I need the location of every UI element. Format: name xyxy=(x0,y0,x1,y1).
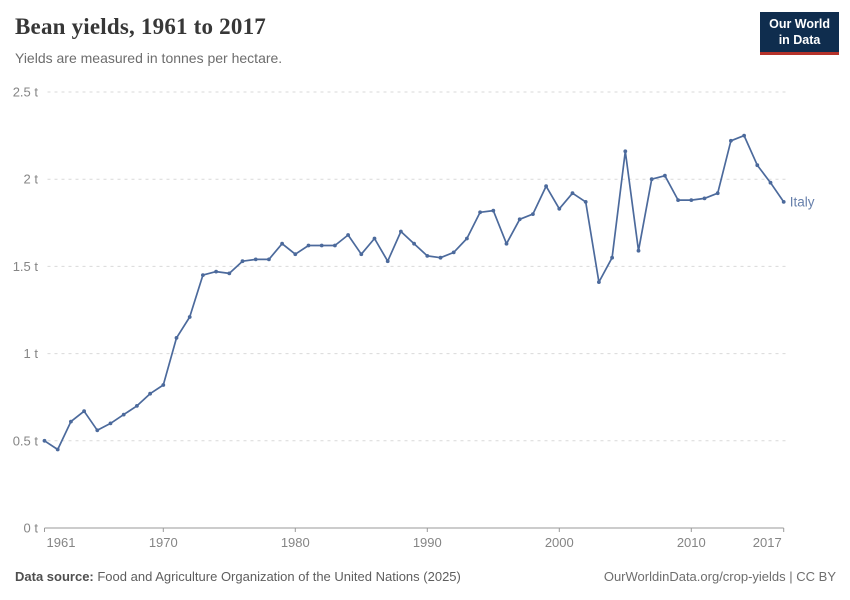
data-point xyxy=(280,241,284,246)
data-point xyxy=(768,180,773,185)
owid-logo: Our World in Data xyxy=(760,12,839,56)
data-point xyxy=(742,133,746,138)
data-point xyxy=(214,269,219,274)
data-point xyxy=(55,447,60,452)
data-point xyxy=(702,196,707,201)
data-point xyxy=(399,229,403,234)
data-point xyxy=(135,404,139,408)
data-point xyxy=(346,233,350,237)
x-tick-label: 1970 xyxy=(149,535,178,550)
data-point xyxy=(148,391,153,396)
data-point xyxy=(504,241,509,246)
data-point xyxy=(557,206,562,211)
data-point xyxy=(333,243,337,248)
data-point xyxy=(649,177,654,182)
data-point xyxy=(253,257,258,262)
data-point xyxy=(451,250,456,255)
credit-url[interactable]: OurWorldinData.org/crop-yields | CC BY xyxy=(603,569,836,584)
data-point xyxy=(240,259,245,264)
data-point xyxy=(108,421,113,426)
data-point xyxy=(95,428,100,433)
x-tick-label: 2017 xyxy=(753,535,782,550)
data-point xyxy=(412,241,416,246)
data-point xyxy=(306,243,311,248)
data-point xyxy=(187,315,192,319)
x-tick-label: 1990 xyxy=(413,535,442,550)
data-point xyxy=(623,149,628,154)
data-point xyxy=(359,252,364,257)
data-point xyxy=(319,243,324,248)
data-point xyxy=(372,236,377,241)
data-point xyxy=(425,254,430,258)
data-point xyxy=(689,198,694,203)
owid-logo-line2: in Data xyxy=(778,32,821,47)
data-point xyxy=(121,412,126,417)
data-point xyxy=(729,138,733,143)
data-point xyxy=(201,273,205,277)
data-point xyxy=(663,173,667,178)
data-point xyxy=(597,280,601,284)
data-point xyxy=(465,236,469,241)
y-tick-label: 2.5 t xyxy=(13,85,39,100)
data-point xyxy=(636,248,641,253)
data-point xyxy=(531,212,535,217)
data-point xyxy=(517,217,522,222)
y-tick-label: 0 t xyxy=(24,521,39,536)
data-point xyxy=(491,208,496,213)
page-title: Bean yields, 1961 to 2017 xyxy=(15,14,266,39)
x-tick-label: 2000 xyxy=(545,535,574,550)
data-point xyxy=(69,419,73,424)
series-label-italy: Italy xyxy=(790,194,815,209)
y-tick-label: 1.5 t xyxy=(13,259,39,274)
data-point xyxy=(267,257,271,262)
owid-logo-line1: Our World xyxy=(769,17,830,31)
data-point xyxy=(161,383,166,387)
data-source: Data source: Food and Agriculture Organi… xyxy=(15,569,461,584)
data-point xyxy=(755,163,760,168)
line-series-italy xyxy=(43,134,785,451)
data-point xyxy=(174,336,179,340)
data-point xyxy=(293,252,298,257)
data-point xyxy=(781,200,786,204)
data-point xyxy=(478,210,482,215)
data-point xyxy=(676,198,680,203)
y-tick-label: 0.5 t xyxy=(13,433,39,448)
y-tick-label: 2 t xyxy=(24,172,39,187)
data-point xyxy=(42,438,47,443)
data-source-text: Food and Agriculture Organization of the… xyxy=(93,569,461,584)
owid-logo-accent-bar xyxy=(760,52,839,56)
data-point xyxy=(570,191,575,196)
data-point xyxy=(227,271,232,276)
data-point xyxy=(715,191,720,196)
data-point xyxy=(438,255,443,260)
x-tick-label: 1961 xyxy=(47,535,76,550)
chart-subtitle: Yields are measured in tonnes per hectar… xyxy=(15,50,283,66)
data-point xyxy=(583,200,588,204)
data-point xyxy=(610,255,614,260)
x-tick-label: 1980 xyxy=(281,535,310,550)
x-tick-label: 2010 xyxy=(677,535,706,550)
data-point xyxy=(82,409,86,414)
y-tick-label: 1 t xyxy=(24,346,39,361)
data-point xyxy=(385,259,390,264)
data-source-label: Data source: xyxy=(15,569,94,584)
data-point xyxy=(544,184,548,189)
